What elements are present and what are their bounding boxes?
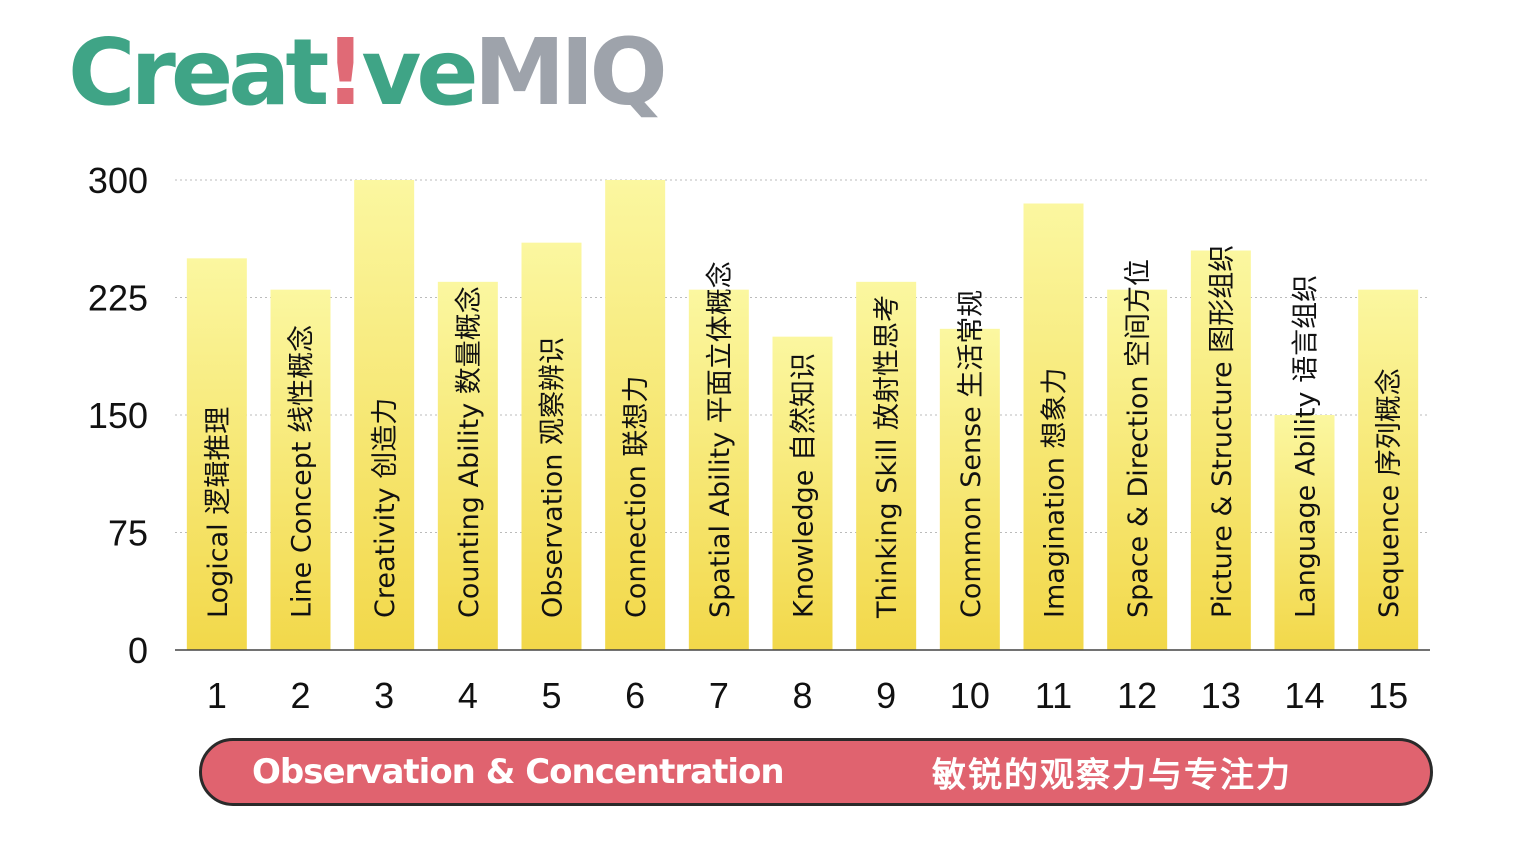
x-tick-label: 11 <box>1035 675 1072 716</box>
x-tick-label: 8 <box>792 675 812 716</box>
bar <box>437 281 498 650</box>
bars: Logical 逻辑推理 Line Concept 线性概念 Creativity … <box>186 180 1419 650</box>
logo-text-ve: ve <box>361 19 478 126</box>
bar-label: Space & Direction 空间方位 <box>1123 259 1154 618</box>
bar <box>1190 250 1251 650</box>
bar-label: Creativity 创造力 <box>370 398 401 618</box>
bar <box>772 336 833 650</box>
x-axis-ticks: 1 2 3 4 5 6 7 8 9 10 11 12 13 14 15 <box>207 675 1408 716</box>
bar <box>605 180 666 650</box>
bar-label: Language Ability 语言组织 <box>1291 275 1322 618</box>
bar-label: Line Concept 线性概念 <box>287 325 318 618</box>
logo-text-miq: MIQ <box>473 19 668 126</box>
bar <box>688 289 749 650</box>
bar-label: Spatial Ability 平面立体概念 <box>705 261 736 618</box>
bar-label: Counting Ability 数量概念 <box>454 286 485 618</box>
x-tick-label: 2 <box>290 675 310 716</box>
bar-label: Picture & Structure 图形组织 <box>1207 245 1238 618</box>
x-tick-label: 9 <box>876 675 896 716</box>
x-tick-label: 10 <box>950 675 990 716</box>
bar-label: Logical 逻辑推理 <box>203 407 234 618</box>
y-axis-ticks: 0 75 150 225 300 <box>88 160 148 671</box>
x-tick-label: 14 <box>1284 675 1324 716</box>
bar <box>1358 289 1419 650</box>
bar-label: Thinking Skill 放射性思考 <box>872 295 903 619</box>
bar-label: Common Sense 生活常规 <box>956 290 987 618</box>
bar <box>270 289 331 650</box>
creativemiq-logo: Creat!veMIQ <box>68 18 668 128</box>
x-tick-label: 7 <box>709 675 729 716</box>
x-tick-label: 12 <box>1117 675 1157 716</box>
x-tick-label: 1 <box>207 675 227 716</box>
x-tick-label: 5 <box>541 675 561 716</box>
bar <box>186 258 247 650</box>
bar-label: Knowledge 自然知识 <box>789 353 820 618</box>
x-tick-label: 13 <box>1201 675 1241 716</box>
bar <box>1023 203 1084 650</box>
logo-text-exclamation: ! <box>324 19 366 126</box>
x-tick-label: 3 <box>374 675 394 716</box>
x-tick-label: 15 <box>1368 675 1408 716</box>
bar <box>1274 415 1335 650</box>
banner-english-text: Observation & Concentration <box>252 752 785 792</box>
bar-label: Sequence 序列概念 <box>1374 368 1405 618</box>
category-banner: Observation & Concentration 敏锐的观察力与专注力 <box>199 738 1433 806</box>
bar-label: Connection 联想力 <box>621 376 652 618</box>
y-tick-label: 225 <box>88 278 148 319</box>
x-tick-label: 4 <box>458 675 478 716</box>
bar <box>521 242 582 650</box>
bar <box>354 180 415 650</box>
bar <box>939 328 1000 650</box>
bar <box>1107 289 1168 650</box>
logo-text-creat: Creat <box>68 19 329 126</box>
bar <box>856 281 917 650</box>
y-tick-label: 150 <box>88 395 148 436</box>
y-tick-label: 75 <box>108 513 148 554</box>
banner-chinese-text: 敏锐的观察力与专注力 <box>932 755 1292 796</box>
bar-label: Observation 观察辨识 <box>538 337 569 618</box>
x-tick-label: 6 <box>625 675 645 716</box>
y-tick-label: 300 <box>88 160 148 201</box>
bar-label: Imagination 想象力 <box>1040 368 1071 618</box>
y-tick-label: 0 <box>128 630 148 671</box>
